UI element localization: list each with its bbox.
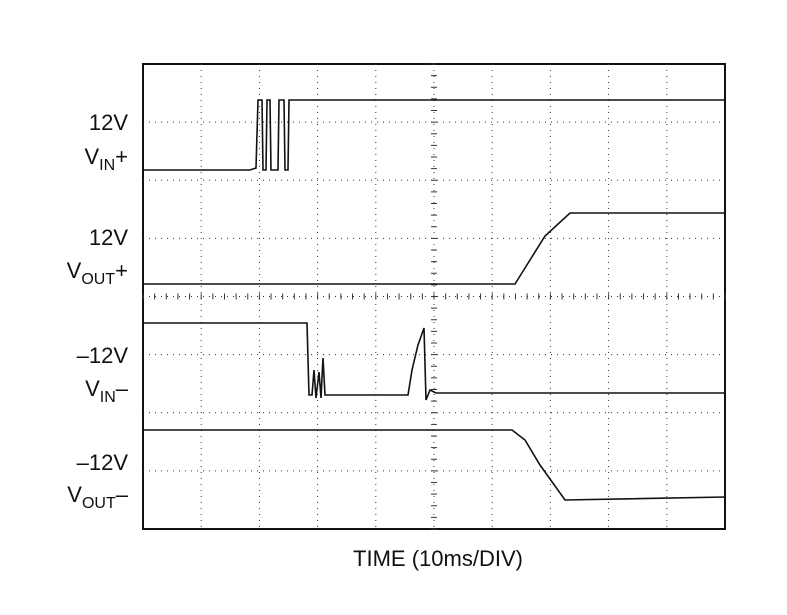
- trace-name: VIN–: [85, 376, 129, 406]
- trace-name-suffix: +: [115, 258, 128, 283]
- trace-name-sub: IN: [99, 157, 115, 174]
- trace-vin-plus: [143, 99, 725, 171]
- trace-vout-minus: [143, 429, 726, 501]
- trace-name: VIN+: [84, 144, 128, 174]
- trace-name-main: V: [84, 144, 99, 169]
- grid: [142, 63, 726, 530]
- trace-level: 12V: [89, 225, 128, 250]
- trace-level: 12V: [89, 110, 128, 135]
- trace-name: VOUT+: [67, 258, 128, 288]
- trace-vout-plus: [143, 212, 725, 285]
- trace-name-main: V: [85, 376, 100, 401]
- trace-name-suffix: –: [116, 482, 129, 507]
- trace-name-sub: OUT: [82, 495, 116, 512]
- trace-name-suffix: –: [116, 376, 129, 401]
- trace-name-suffix: +: [115, 144, 128, 169]
- x-axis-label: TIME (10ms/DIV): [353, 546, 523, 571]
- trace-name-sub: OUT: [81, 271, 115, 288]
- trace-vin-minus: [143, 322, 725, 401]
- trace-level: –12V: [77, 343, 129, 368]
- trace-level: –12V: [77, 450, 129, 475]
- trace-name-sub: IN: [100, 389, 116, 406]
- trace-name: VOUT–: [67, 482, 128, 512]
- trace-name-main: V: [67, 482, 82, 507]
- trace-name-main: V: [67, 258, 82, 283]
